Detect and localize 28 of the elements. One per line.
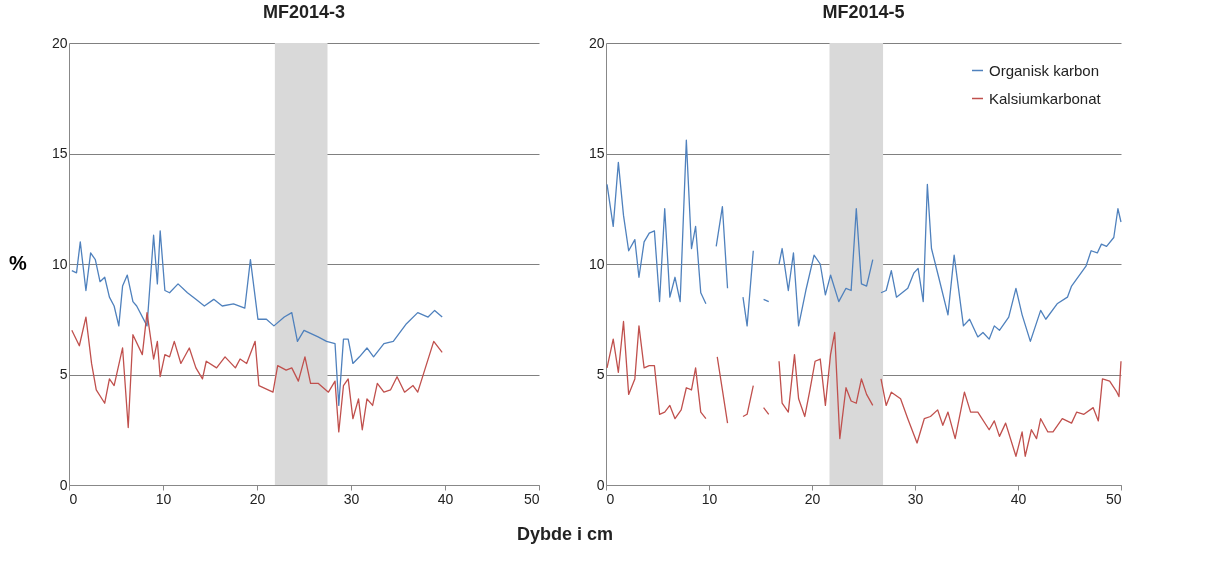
x-tick-label: 30 [907, 490, 924, 507]
line-series [71, 230, 443, 407]
x-tick-label: 40 [437, 490, 454, 507]
y-axis-title: % [9, 251, 28, 274]
legend-label: Organisk karbon [989, 61, 1100, 79]
x-tick-label: 50 [523, 490, 540, 507]
x-tick-label: 30 [343, 490, 360, 507]
x-tick-label: 40 [1010, 490, 1027, 507]
x-tick-label: 10 [701, 490, 718, 507]
y-tick-label: 15 [588, 145, 605, 161]
x-tick-label: 20 [249, 490, 266, 507]
x-axis-title: Dybde i cm [517, 524, 614, 544]
chart-title: MF2014-5 [822, 2, 905, 22]
x-tick-label: 10 [155, 490, 172, 507]
y-tick-label: 20 [51, 34, 68, 51]
y-tick-label: 10 [51, 255, 68, 272]
line-series [71, 311, 443, 433]
y-tick-label: 0 [59, 476, 68, 493]
y-tick-label: 0 [596, 476, 605, 493]
chart-title: MF2014-3 [262, 2, 346, 22]
y-tick-label: 5 [596, 366, 605, 382]
y-tick-label: 20 [588, 34, 605, 51]
x-tick-label: 50 [1105, 490, 1122, 507]
y-tick-label: 5 [59, 366, 68, 382]
y-tick-label: 10 [588, 255, 605, 272]
legend-label: Kalsiumkarbonat [989, 89, 1102, 107]
y-tick-label: 15 [51, 145, 68, 161]
x-tick-label: 20 [804, 490, 821, 507]
